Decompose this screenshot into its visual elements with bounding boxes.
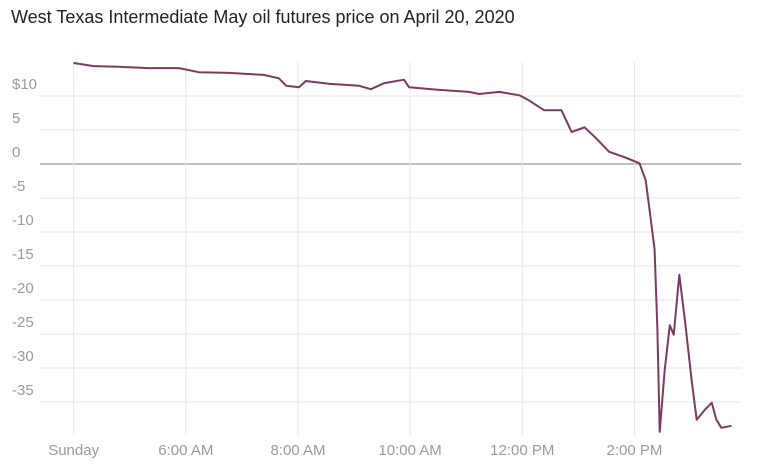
y-tick-label: 5 [12, 110, 20, 127]
x-tick-label: Sunday [48, 442, 99, 459]
y-tick-label: -5 [12, 178, 25, 195]
x-tick-label: 10:00 AM [378, 442, 441, 459]
y-tick-label: -30 [12, 348, 34, 365]
y-tick-label: -25 [12, 314, 34, 331]
y-tick-label: $10 [12, 76, 37, 93]
chart-title: West Texas Intermediate May oil futures … [11, 7, 515, 27]
y-tick-label: -20 [12, 280, 34, 297]
price-line [73, 62, 732, 433]
y-tick-label: -15 [12, 246, 34, 263]
x-tick-label: 12:00 PM [490, 442, 554, 459]
y-tick-label: -10 [12, 212, 34, 229]
y-tick-label: -35 [12, 382, 34, 399]
y-tick-label: 0 [12, 144, 20, 161]
x-tick-label: 8:00 AM [270, 442, 325, 459]
x-tick-label: 6:00 AM [158, 442, 213, 459]
x-tick-label: 2:00 PM [607, 442, 663, 459]
